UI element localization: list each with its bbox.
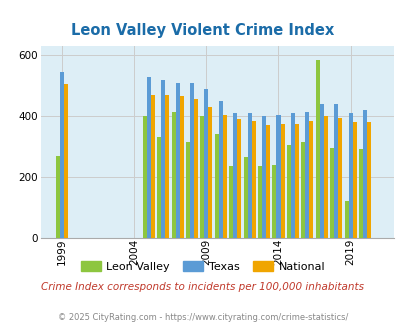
Bar bbox=[290, 113, 294, 238]
Legend: Leon Valley, Texas, National: Leon Valley, Texas, National bbox=[76, 256, 329, 276]
Bar bbox=[179, 96, 183, 238]
Bar bbox=[171, 112, 175, 238]
Bar bbox=[175, 82, 179, 238]
Bar bbox=[323, 116, 327, 238]
Bar bbox=[352, 122, 356, 238]
Bar bbox=[301, 142, 305, 238]
Bar bbox=[337, 117, 341, 238]
Bar bbox=[150, 95, 154, 238]
Bar bbox=[265, 125, 269, 238]
Bar bbox=[165, 95, 169, 238]
Bar bbox=[214, 134, 218, 238]
Bar bbox=[280, 124, 284, 238]
Bar bbox=[294, 124, 298, 238]
Bar bbox=[204, 89, 208, 238]
Bar bbox=[358, 149, 362, 238]
Bar bbox=[276, 115, 280, 238]
Bar bbox=[286, 145, 290, 238]
Bar bbox=[60, 72, 64, 238]
Bar bbox=[315, 60, 319, 238]
Bar bbox=[56, 155, 60, 238]
Bar bbox=[237, 119, 241, 238]
Bar bbox=[228, 166, 232, 238]
Bar bbox=[251, 121, 255, 238]
Bar bbox=[329, 148, 333, 238]
Bar bbox=[194, 99, 198, 238]
Bar bbox=[261, 116, 265, 238]
Bar bbox=[190, 82, 194, 238]
Bar bbox=[208, 107, 212, 238]
Bar bbox=[64, 84, 68, 238]
Bar bbox=[319, 104, 323, 238]
Bar bbox=[232, 113, 237, 238]
Bar bbox=[257, 166, 261, 238]
Bar bbox=[362, 110, 366, 238]
Text: Crime Index corresponds to incidents per 100,000 inhabitants: Crime Index corresponds to incidents per… bbox=[41, 282, 364, 292]
Bar bbox=[247, 113, 251, 238]
Bar bbox=[347, 113, 352, 238]
Text: © 2025 CityRating.com - https://www.cityrating.com/crime-statistics/: © 2025 CityRating.com - https://www.city… bbox=[58, 313, 347, 322]
Bar bbox=[305, 112, 309, 238]
Bar bbox=[366, 122, 370, 238]
Bar bbox=[243, 157, 247, 238]
Bar bbox=[161, 80, 165, 238]
Bar bbox=[142, 116, 146, 238]
Bar bbox=[309, 121, 313, 238]
Bar bbox=[218, 101, 222, 238]
Bar bbox=[146, 77, 150, 238]
Bar bbox=[333, 104, 337, 238]
Bar bbox=[272, 165, 276, 238]
Bar bbox=[157, 137, 161, 238]
Bar bbox=[222, 115, 226, 238]
Text: Leon Valley Violent Crime Index: Leon Valley Violent Crime Index bbox=[71, 23, 334, 38]
Bar bbox=[185, 142, 190, 238]
Bar bbox=[344, 201, 347, 238]
Bar bbox=[200, 116, 204, 238]
